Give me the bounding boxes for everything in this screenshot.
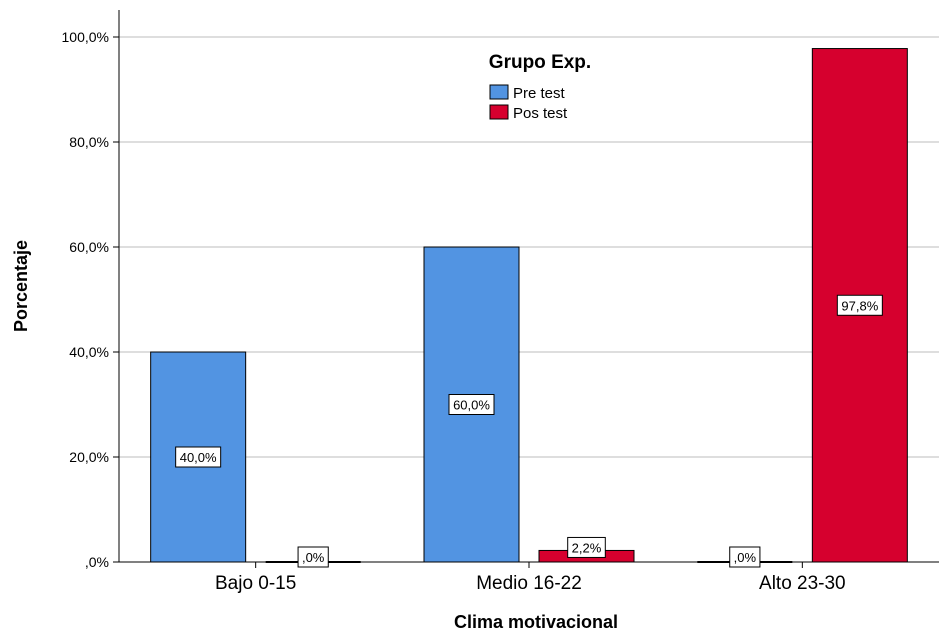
data-label-box <box>175 446 222 468</box>
legend-label-pos-test: Pos test <box>513 105 568 122</box>
bars <box>150 48 908 563</box>
gridlines <box>113 36 939 563</box>
y-tick-label: 100,0% <box>62 29 109 45</box>
y-tick-label: 40,0% <box>69 344 109 360</box>
x-axis-title: Clima motivacional <box>454 612 618 632</box>
x-category-labels: Bajo 0-15 Medio 16-22 Alto 23-30 <box>215 562 846 594</box>
y-tick-label: ,0% <box>85 554 109 570</box>
x-category-label: Medio 16-22 <box>476 573 582 594</box>
x-category-label: Alto 23-30 <box>759 573 846 594</box>
data-label: 60,0% <box>453 398 490 413</box>
y-tick-label: 80,0% <box>69 134 109 150</box>
data-labels: 40,0% ,0% 60,0% 2,2% ,0% 97,8% <box>175 294 883 568</box>
data-label: ,0% <box>734 550 757 565</box>
y-tick-labels: ,0% 20,0% 40,0% 60,0% 80,0% 100,0% <box>62 29 109 570</box>
y-tick-label: 20,0% <box>69 449 109 465</box>
legend-swatch-pre-test <box>489 84 509 100</box>
data-label: 2,2% <box>572 540 602 555</box>
legend-title: Grupo Exp. <box>489 52 591 73</box>
data-label-box <box>567 536 606 558</box>
x-category-label: Bajo 0-15 <box>215 573 296 594</box>
data-label-box <box>836 294 883 316</box>
data-label: 40,0% <box>180 450 217 465</box>
legend-swatch-pos-test <box>489 104 509 120</box>
legend: Grupo Exp. Pre test Pos test <box>489 52 591 122</box>
data-label: ,0% <box>302 550 325 565</box>
y-tick-label: 60,0% <box>69 239 109 255</box>
data-label-box <box>297 546 329 568</box>
data-label: 97,8% <box>841 298 878 313</box>
data-label-box <box>729 546 761 568</box>
y-axis-title: Porcentaje <box>11 240 31 332</box>
data-label-box <box>448 394 495 415</box>
legend-label-pre-test: Pre test <box>513 85 566 102</box>
